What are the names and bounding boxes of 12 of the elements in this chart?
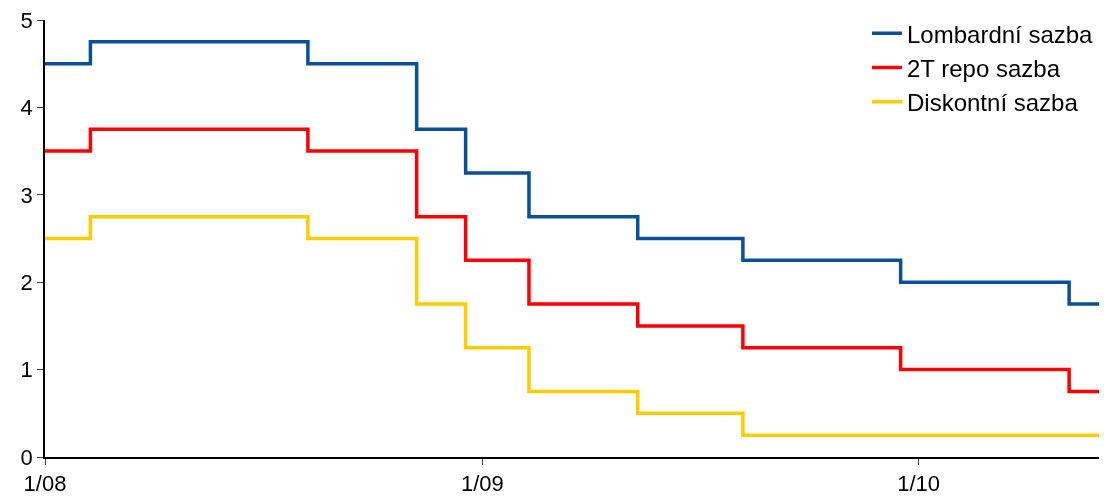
- legend-label: Lombardní sazba: [907, 20, 1094, 48]
- y-tick-label: 0: [20, 444, 33, 470]
- legend-label: 2T repo sazba: [907, 54, 1061, 82]
- y-tick-label: 5: [20, 7, 33, 33]
- legend-label: Diskontní sazba: [907, 89, 1079, 117]
- y-tick-label: 1: [20, 357, 33, 383]
- y-tick-label: 2: [20, 269, 33, 295]
- y-tick-label: 3: [20, 182, 33, 208]
- x-tick-label: 1/08: [23, 471, 67, 497]
- x-tick-label: 1/09: [460, 471, 504, 497]
- y-tick-label: 4: [20, 95, 33, 121]
- x-tick-label: 1/10: [897, 471, 940, 497]
